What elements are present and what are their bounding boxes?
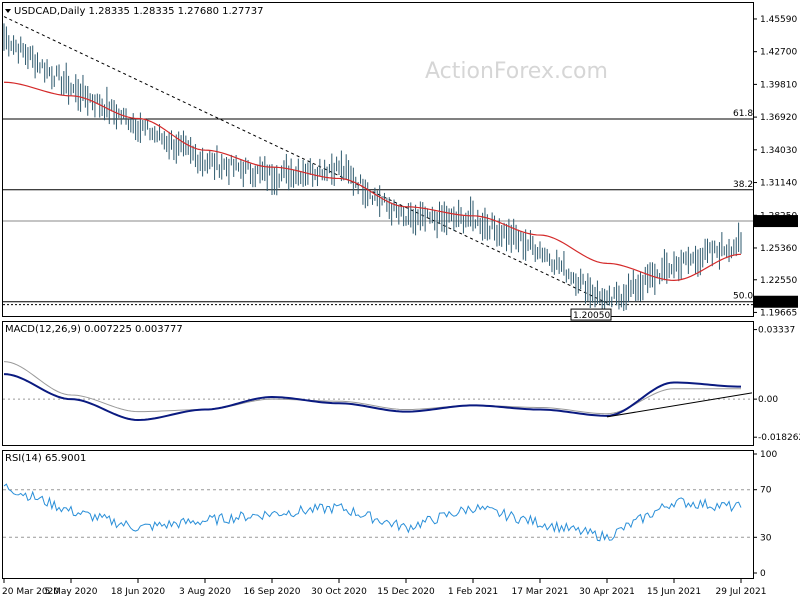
rsi-y-tick-label: 0 [760, 569, 766, 579]
watermark: ActionForex.com [425, 59, 608, 84]
price-y-tick-label: 1.19665 [760, 308, 797, 318]
macd-layer [3, 361, 753, 421]
x-tick-label: 1 Feb 2021 [448, 587, 498, 597]
price-y-tick-label: 1.45590 [760, 15, 797, 25]
fib-price-tag-label: 1.20610 [758, 298, 795, 308]
price-y-tick-label: 1.25360 [760, 244, 797, 254]
x-tick-label: 17 Mar 2021 [511, 587, 568, 597]
price-panel-frame [2, 2, 754, 317]
x-tick-label: 30 Apr 2021 [579, 587, 635, 597]
price-y-tick-label: 1.42700 [760, 48, 797, 58]
macd-panel-title: MACD(12,26,9) 0.007225 0.003777 [5, 324, 183, 335]
macd-y-tick-label: -0.018262 [758, 433, 800, 443]
rsi-panel-frame [2, 450, 754, 579]
x-tick-label: 20 Mar 2020 [2, 587, 59, 597]
title-triangle-icon [5, 9, 11, 13]
x-tick-label: 15 Dec 2020 [377, 587, 435, 597]
x-tick-label: 5 May 2020 [45, 587, 98, 597]
price-panel-title: USDCAD,Daily 1.28335 1.28335 1.27680 1.2… [14, 6, 264, 17]
fib-level-label: 50.0 [733, 292, 753, 302]
rsi-panel-title: RSI(14) 65.9001 [5, 453, 86, 464]
low-label-box [570, 308, 612, 321]
x-tick-label: 15 Jun 2021 [647, 587, 701, 597]
price-layer: 61.8 38.2 50.0 1.20050 [3, 16, 753, 321]
x-tick-label: 29 Jul 2021 [716, 587, 767, 597]
fib-price-tag [754, 295, 798, 308]
low-label: 1.20050 [573, 311, 610, 321]
price-y-tick-label: 1.34030 [760, 146, 797, 156]
price-y-tick-label: 1.31140 [760, 179, 797, 189]
rsi-y-tick-label: 70 [760, 486, 772, 496]
rsi-y-tick-label: 100 [760, 450, 777, 460]
current-price-tag [754, 215, 798, 228]
price-y-tick-label: 1.22550 [760, 276, 797, 286]
x-tick-label: 16 Sep 2020 [243, 587, 300, 597]
macd-y-tick-label: 0.00 [758, 395, 778, 405]
rsi-y-tick-label: 30 [760, 533, 772, 543]
macd-line [3, 373, 742, 421]
x-tick-label: 30 Oct 2020 [311, 587, 367, 597]
macd-panel-frame [2, 321, 754, 446]
moving-average-line [3, 81, 742, 281]
x-tick-label: 3 Aug 2020 [179, 587, 231, 597]
price-y-tick-label: 1.36920 [760, 113, 797, 123]
fib-level-label: 61.8 [733, 109, 753, 119]
rsi-layer [3, 483, 753, 542]
rsi-line [3, 483, 742, 542]
axis-layer: 1.45590 1.42700 1.39810 1.36920 1.34030 1.311… [2, 15, 800, 597]
x-tick-label: 18 Jun 2020 [111, 587, 165, 597]
fib-level-label: 38.2 [733, 180, 753, 190]
price-y-tick-label: 1.39810 [760, 80, 797, 90]
current-price-label: 1.27737 [758, 217, 795, 227]
macd-signal-line [3, 361, 741, 415]
macd-y-tick-label: 0.03337 [758, 326, 795, 336]
macd-trendline [606, 392, 753, 418]
